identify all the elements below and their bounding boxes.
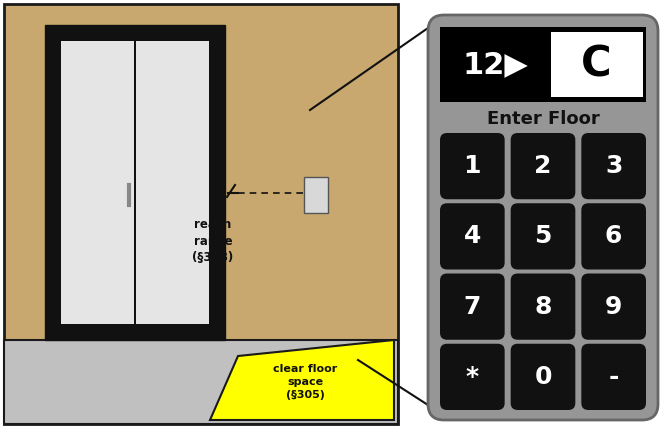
FancyBboxPatch shape (304, 177, 328, 213)
FancyBboxPatch shape (581, 203, 646, 270)
Text: 8: 8 (534, 295, 552, 319)
FancyBboxPatch shape (4, 4, 398, 424)
Text: C: C (581, 43, 612, 86)
Text: L: L (218, 184, 224, 197)
Text: -: - (609, 365, 619, 389)
Text: C: C (210, 179, 219, 193)
FancyBboxPatch shape (136, 41, 209, 324)
Text: 6: 6 (605, 224, 623, 249)
FancyBboxPatch shape (581, 273, 646, 340)
Text: *: * (466, 365, 479, 389)
Text: 3: 3 (605, 154, 623, 178)
Text: 0: 0 (534, 365, 552, 389)
Text: 2: 2 (534, 154, 552, 178)
Text: 4: 4 (464, 224, 481, 249)
Polygon shape (210, 340, 394, 420)
Text: 7: 7 (464, 295, 481, 319)
Text: 12▶: 12▶ (463, 50, 528, 79)
Text: 1: 1 (464, 154, 481, 178)
Text: clear floor
space
(§305): clear floor space (§305) (273, 364, 337, 400)
FancyBboxPatch shape (510, 133, 575, 199)
FancyBboxPatch shape (440, 344, 504, 410)
Text: 5: 5 (534, 224, 552, 249)
FancyBboxPatch shape (440, 273, 504, 340)
FancyBboxPatch shape (440, 27, 646, 102)
Text: reach
range
(§308): reach range (§308) (192, 218, 234, 264)
FancyBboxPatch shape (581, 344, 646, 410)
Text: Enter Floor: Enter Floor (486, 110, 599, 128)
Polygon shape (4, 340, 398, 424)
Text: 9: 9 (605, 295, 623, 319)
FancyBboxPatch shape (510, 273, 575, 340)
FancyBboxPatch shape (440, 133, 504, 199)
FancyBboxPatch shape (45, 25, 225, 340)
FancyBboxPatch shape (428, 15, 658, 420)
FancyBboxPatch shape (510, 344, 575, 410)
FancyBboxPatch shape (61, 41, 134, 324)
FancyBboxPatch shape (510, 203, 575, 270)
FancyBboxPatch shape (581, 133, 646, 199)
FancyBboxPatch shape (551, 32, 643, 97)
FancyBboxPatch shape (440, 203, 504, 270)
